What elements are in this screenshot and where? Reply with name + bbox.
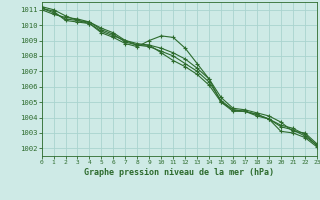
X-axis label: Graphe pression niveau de la mer (hPa): Graphe pression niveau de la mer (hPa) xyxy=(84,168,274,177)
